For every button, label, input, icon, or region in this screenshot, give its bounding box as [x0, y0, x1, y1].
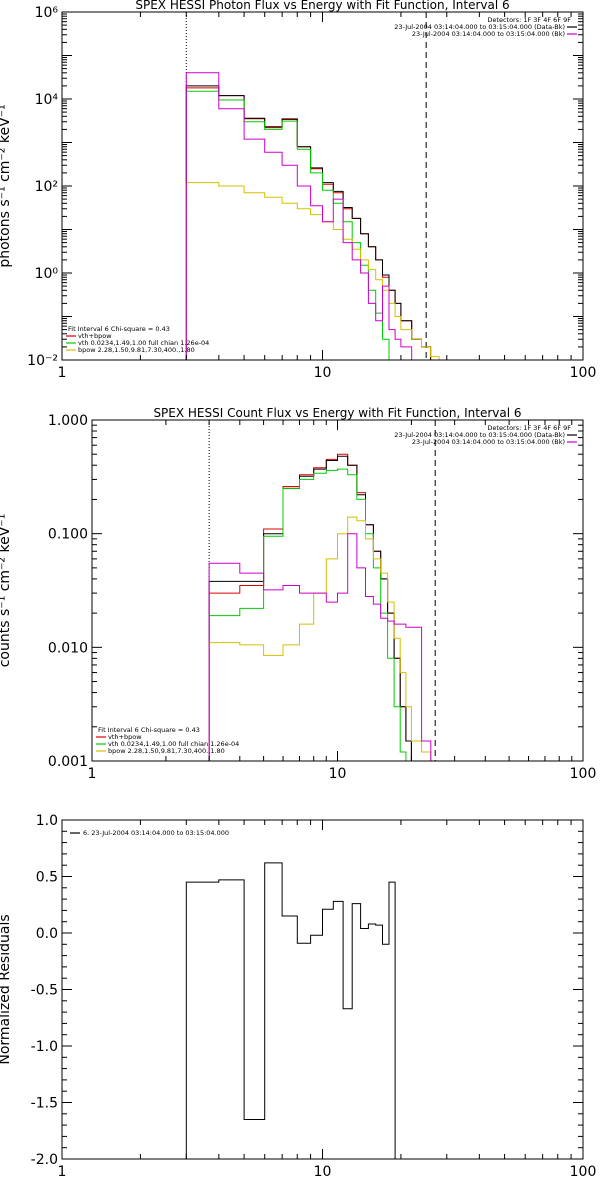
series-line-5 [208, 533, 440, 761]
y-axis-ticks: 0.001 0.010 0.100 1.000 [48, 413, 583, 770]
plot-frame [91, 419, 584, 762]
legend-entry-label: vth+bpow [108, 733, 142, 741]
x-tick-label: 100 [570, 1164, 597, 1180]
x-axis-ticks: 1 10 100 [58, 12, 597, 381]
y-tick-label: 0.010 [48, 640, 88, 656]
legend-fit-info: Fit Interval 6 Chi-square = 0.43 [68, 325, 170, 333]
x-tick-label: 10 [314, 1164, 332, 1180]
y-axis-label: photons s⁻¹ cm⁻² keV⁻¹ [0, 104, 13, 267]
y-tick-label: 0.5 [36, 870, 58, 886]
chart-panel-1: SPEX HESSI Photon Flux vs Energy with Fi… [0, 0, 596, 381]
y-axis-label: counts s⁻¹ cm⁻² keV⁻¹ [0, 514, 13, 668]
x-tick-label: 100 [570, 766, 597, 782]
y-axis-ticks: 10⁻² 10⁰ 10² 10⁴ 10⁶ [27, 5, 583, 369]
plot-data [185, 12, 448, 360]
series-line-1 [185, 87, 432, 360]
series-line-4 [185, 182, 448, 360]
y-tick-label: 1.000 [48, 413, 88, 429]
chart-title: SPEX HESSI Photon Flux vs Energy with Fi… [135, 0, 509, 12]
y-axis-label: Normalized Residuals [0, 914, 13, 1064]
x-axis-ticks: 1 10 100 [58, 820, 597, 1180]
legend-entry-label: 6. 23-Jul-2004 03:14:04.000 to 03:15:04.… [83, 829, 229, 837]
legend-entry-label: vth 0.0234,1.49,1.00 full chian 1.26e-04 [78, 339, 209, 347]
legend-detectors: Detectors: 1F 3F 4F 6F 9F [487, 424, 571, 432]
series-line-1 [208, 453, 423, 761]
x-tick-label: 1 [58, 365, 67, 381]
y-tick-label: 10⁻² [27, 353, 58, 369]
plot-data [185, 862, 396, 1159]
x-tick-label: 1 [58, 1164, 67, 1180]
chart-title: SPEX HESSI Count Flux vs Energy with Fit… [153, 406, 521, 420]
chart-panel-2: SPEX HESSI Count Flux vs Energy with Fit… [0, 406, 596, 782]
legend-entry-label: vth+bpow [78, 332, 112, 340]
y-tick-label: 0.0 [36, 926, 58, 942]
y-tick-label: 0.100 [48, 527, 88, 543]
y-tick-label: 1.0 [36, 813, 58, 829]
x-axis-ticks: 1 10 100 [88, 420, 597, 782]
chart-panel-3: Normalized Residuals 1 10 100 -2.0 -1.5 -1.0 -0… [0, 813, 596, 1180]
legend-detectors: Detectors: 1F 3F 4F 6F 9F [487, 16, 571, 24]
y-tick-label: -1.0 [31, 1039, 58, 1055]
series-line-3 [185, 90, 396, 360]
legend-entry-label: bpow 2.28,1.50,9.81,7.30,400.,1.80 [78, 346, 195, 354]
legend-top-left: 6. 23-Jul-2004 03:14:04.000 to 03:15:04.… [70, 829, 229, 837]
series-line-3 [208, 468, 407, 761]
series-line-2 [208, 455, 423, 761]
series-line-2 [185, 85, 432, 360]
x-tick-label: 10 [329, 766, 347, 782]
y-tick-label: 0.001 [48, 754, 88, 770]
legend-bottom-left: Fit Interval 6 Chi-square = 0.43vth+bpow… [66, 325, 209, 354]
y-axis-ticks: -2.0 -1.5 -1.0 -0.5 0.0 0.5 1.0 [31, 813, 583, 1168]
legend-entry-label: bpow 2.28,1.50,9.81,7.30,400.,1.80 [108, 747, 225, 755]
plot-data [208, 420, 440, 761]
legend-entry-label: 23-Jul-2004 03:14:04.000 to 03:15:04.000… [412, 30, 565, 38]
y-tick-label: -0.5 [31, 983, 58, 999]
y-tick-label: 10² [35, 179, 58, 195]
legend-bottom-left: Fit Interval 6 Chi-square = 0.43vth+bpow… [96, 726, 239, 755]
legend-entry-label: 23-Jul-2004 03:14:04.000 to 03:15:04.000… [412, 438, 565, 446]
x-tick-label: 10 [314, 365, 332, 381]
plot-frame [61, 819, 584, 1160]
series-line-4 [208, 516, 432, 761]
y-tick-label: -2.0 [31, 1152, 58, 1168]
y-tick-label: 10⁴ [35, 92, 59, 108]
y-tick-label: 10⁰ [35, 266, 59, 282]
y-tick-label: -1.5 [31, 1096, 58, 1112]
y-tick-label: 10⁶ [35, 5, 59, 21]
legend-entry-label: 23-Jul-2004 03:14:04.000 to 03:15:04.000… [394, 431, 565, 439]
legend-entry-label: 23-Jul-2004 03:14:04.000 to 03:15:04.000… [394, 23, 565, 31]
legend-entry-label: vth 0.0234,1.49,1.00 full chian 1.26e-04 [108, 740, 239, 748]
series-line-5 [185, 72, 422, 360]
series-line-1 [185, 862, 396, 1159]
legend-fit-info: Fit Interval 6 Chi-square = 0.43 [98, 726, 200, 734]
x-tick-label: 100 [570, 365, 597, 381]
x-tick-label: 1 [88, 766, 97, 782]
